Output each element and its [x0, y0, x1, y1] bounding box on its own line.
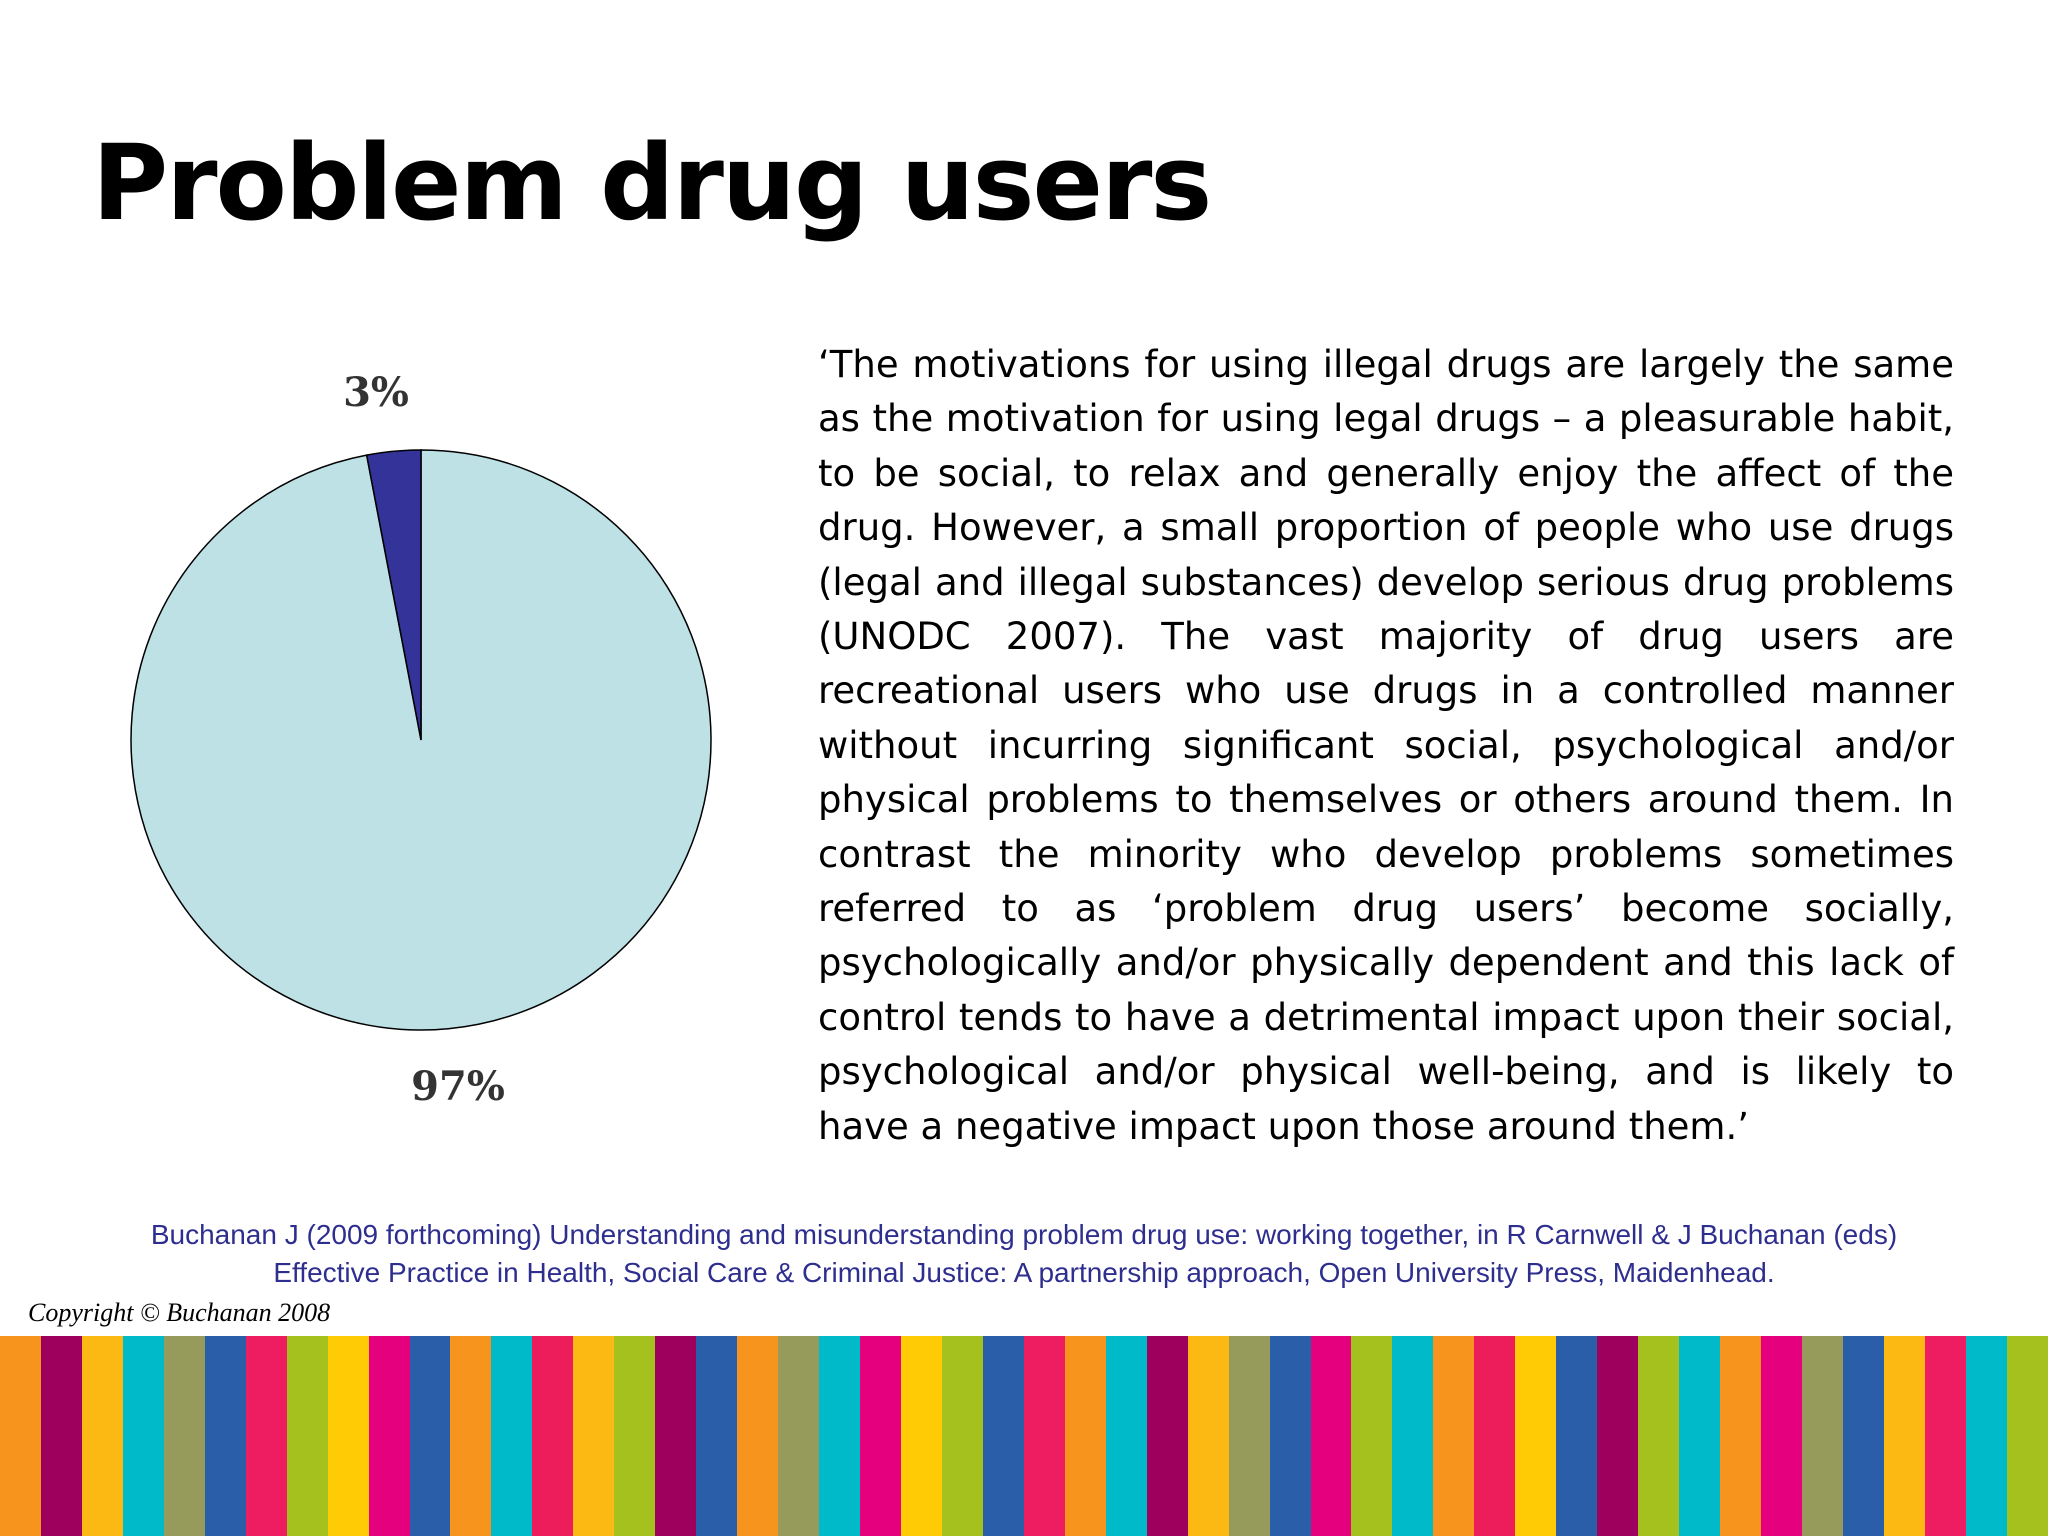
stripe [40, 1336, 82, 1536]
stripe [1187, 1336, 1229, 1536]
stripe [1310, 1336, 1352, 1536]
stripe [286, 1336, 328, 1536]
stripe [1351, 1336, 1393, 1536]
stripe [1392, 1336, 1434, 1536]
pie-label-1: 3% [343, 369, 409, 416]
pie-slice-1 [365, 449, 422, 741]
stripe [1064, 1336, 1106, 1536]
pie-chart-svg: 3% 97% [130, 369, 712, 1110]
stripe [573, 1336, 615, 1536]
quote-text: ‘The motivations for using illegal drugs… [818, 343, 1954, 1148]
stripe [1433, 1336, 1475, 1536]
stripe [245, 1336, 287, 1536]
stripe [614, 1336, 656, 1536]
stripe [1474, 1336, 1516, 1536]
stripe [1023, 1336, 1065, 1536]
slide-title: Problem drug users [92, 122, 1212, 244]
stripe [900, 1336, 942, 1536]
pie-chart: 3% 97% [110, 350, 750, 1130]
stripe [1924, 1336, 1966, 1536]
stripe [982, 1336, 1024, 1536]
stripe [819, 1336, 861, 1536]
stripe [1228, 1336, 1270, 1536]
stripe [122, 1336, 164, 1536]
stripe [1760, 1336, 1802, 1536]
stripe [0, 1336, 41, 1536]
stripe [204, 1336, 246, 1536]
stripe [696, 1336, 738, 1536]
stripe [1679, 1336, 1721, 1536]
copyright-notice: Copyright © Buchanan 2008 [28, 1298, 331, 1327]
citation-line-1: Buchanan J (2009 forthcoming) Understand… [150, 1219, 1898, 1250]
stripe [1269, 1336, 1311, 1536]
stripe [655, 1336, 697, 1536]
stripe [941, 1336, 983, 1536]
stripe [737, 1336, 779, 1536]
stripe [163, 1336, 205, 1536]
stripe [450, 1336, 492, 1536]
stripe [1556, 1336, 1598, 1536]
citation-line-2: Effective Practice in Health, Social Car… [273, 1257, 1775, 1288]
stripe [860, 1336, 901, 1536]
stripe [778, 1336, 820, 1536]
stripe [409, 1336, 451, 1536]
stripe [1515, 1336, 1557, 1536]
stripe [1965, 1336, 2007, 1536]
citation: Buchanan J (2009 forthcoming) Understand… [30, 1216, 2018, 1292]
stripe [1597, 1336, 1639, 1536]
stripe [368, 1336, 410, 1536]
stripe [1720, 1336, 1761, 1536]
pie-label-2: 97% [411, 1063, 505, 1110]
stripe [1842, 1336, 1884, 1536]
stripe [491, 1336, 533, 1536]
stripe [2006, 1336, 2048, 1536]
stripe [1146, 1336, 1188, 1536]
stripe [1801, 1336, 1843, 1536]
stripe [327, 1336, 369, 1536]
decorative-stripe-band [0, 1336, 2048, 1536]
stripe [81, 1336, 123, 1536]
stripe [1105, 1336, 1147, 1536]
stripe [532, 1336, 574, 1536]
stripe [1883, 1336, 1925, 1536]
stripe [1638, 1336, 1680, 1536]
